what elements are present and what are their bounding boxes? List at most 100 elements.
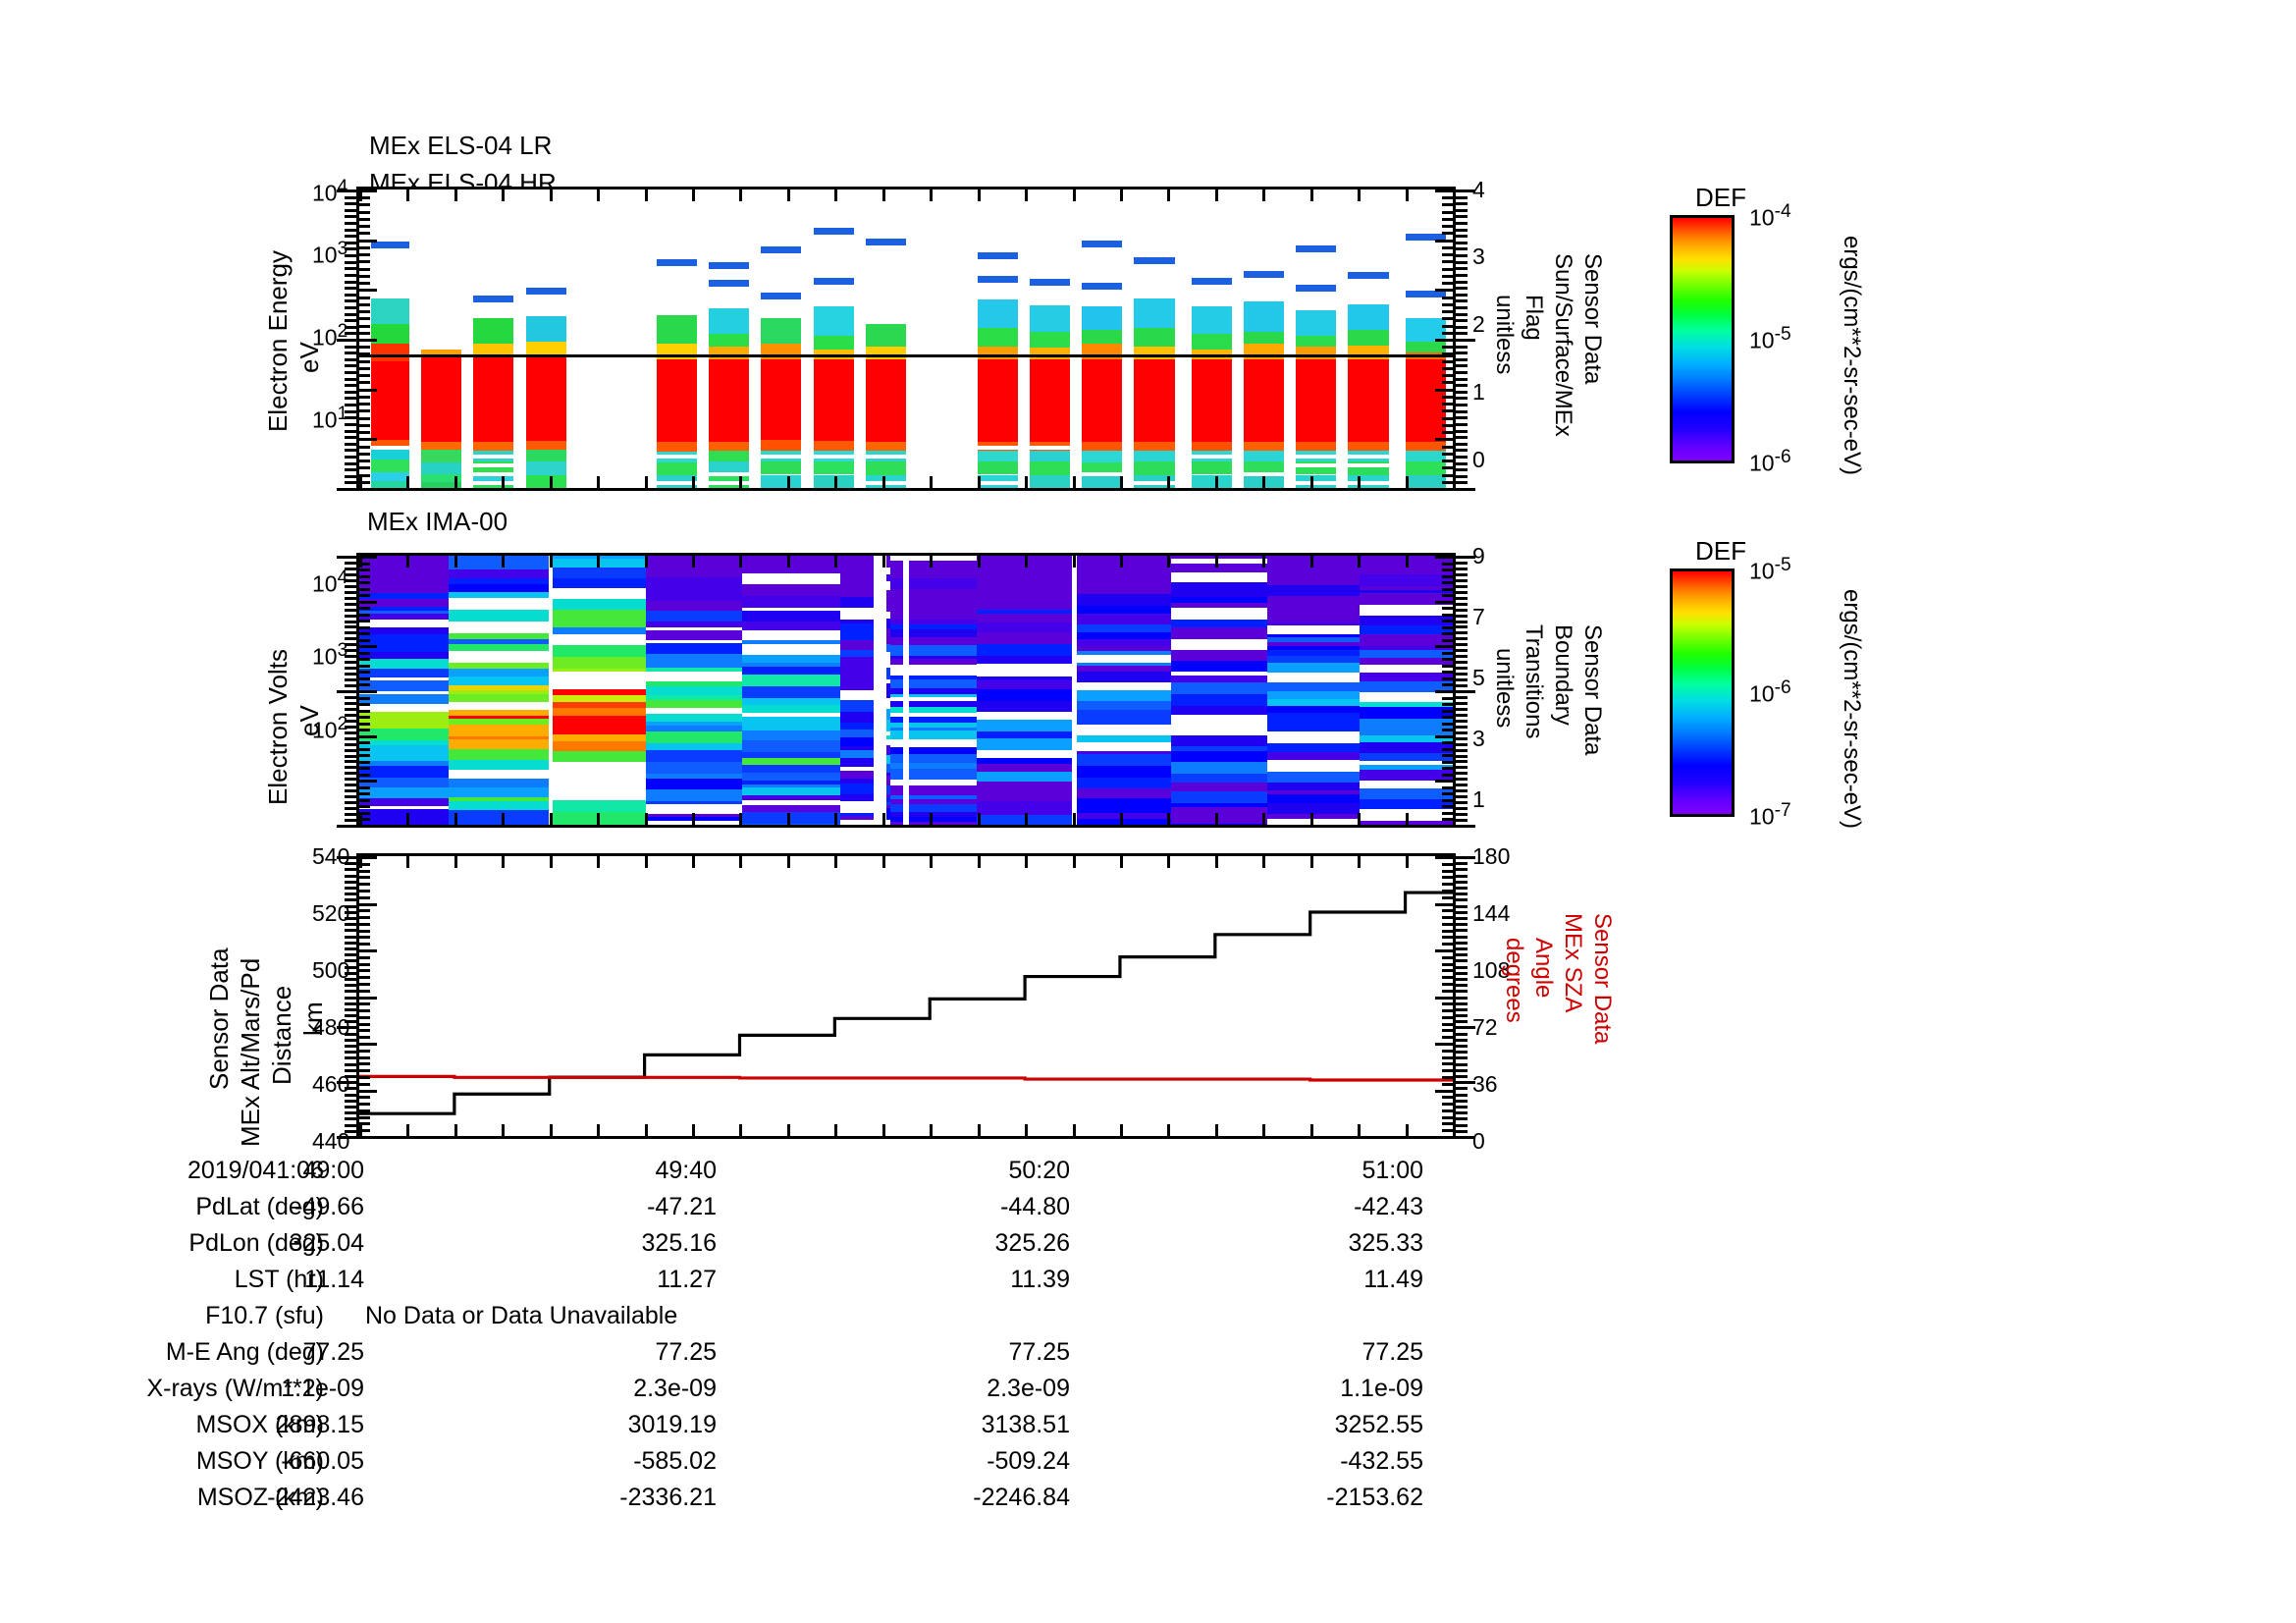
- ytick-left: [359, 310, 370, 313]
- xtick-bottom: [1215, 476, 1218, 488]
- ytick-outer-right: [1456, 352, 1468, 354]
- els-rtick-0: 0: [1472, 447, 1485, 473]
- ima-band: [977, 720, 1075, 731]
- table-cell: -432.55: [0, 1447, 1423, 1476]
- ytick-outer-right: [1456, 371, 1468, 374]
- ytick-outer-right: [1456, 947, 1468, 950]
- ytick-right: [1442, 710, 1453, 713]
- ytick-outer-left: [337, 339, 356, 342]
- ytick-outer-right: [1456, 760, 1468, 763]
- ytick-left: [359, 963, 370, 966]
- ytick-outer-right: [1456, 585, 1468, 588]
- els-band: [657, 442, 697, 453]
- sza-raxis-label-2: MEx SZA: [1559, 913, 1586, 1060]
- ytick-left: [359, 786, 370, 789]
- ytick-outer-right: [1456, 603, 1468, 606]
- ima-band: [646, 659, 742, 668]
- ima-band: [1171, 694, 1267, 706]
- xtick-bottom: [406, 813, 409, 825]
- els-band: [978, 451, 1018, 461]
- xtick-top: [597, 556, 600, 568]
- ima-band: [1171, 706, 1267, 715]
- ytick-outer-left: [345, 875, 356, 878]
- ytick-outer-right: [1456, 475, 1468, 478]
- els-band: [866, 461, 906, 476]
- els-band: [1030, 279, 1070, 286]
- xtick-top: [1167, 556, 1170, 568]
- els-band: [1134, 451, 1174, 460]
- ytick-outer-right: [1456, 893, 1468, 895]
- altitude-sza-panel[interactable]: [356, 853, 1456, 1139]
- ytick-outer-right: [1456, 1094, 1468, 1097]
- ytick-outer-left: [345, 475, 356, 478]
- ima-spectrogram-panel[interactable]: [356, 553, 1456, 828]
- ima-band: [449, 694, 551, 702]
- els-ytick-1e2: 102: [312, 321, 347, 352]
- els-band: [1296, 285, 1336, 292]
- ytick-right: [1442, 1029, 1453, 1032]
- ytick-right: [1442, 581, 1453, 584]
- els-spectrogram-panel[interactable]: [356, 187, 1456, 491]
- ytick-left: [359, 601, 377, 604]
- ima-band: [742, 824, 840, 828]
- ytick-outer-right: [1456, 364, 1468, 367]
- els-band: [1296, 310, 1336, 336]
- ytick-outer-left: [345, 573, 356, 576]
- ytick-outer-left: [345, 637, 356, 640]
- xtick-top: [1310, 189, 1313, 201]
- ima-band: [742, 611, 840, 622]
- ytick-right: [1442, 1002, 1453, 1005]
- xtick-top: [834, 856, 837, 868]
- ytick-outer-left: [345, 760, 356, 763]
- ytick-outer-left: [345, 261, 356, 264]
- els-band: [761, 318, 801, 344]
- ytick-outer-left: [345, 1033, 356, 1036]
- els-column: [1348, 189, 1388, 488]
- els-band: [1082, 330, 1122, 344]
- ytick-outer-left: [345, 997, 356, 1000]
- ytick-left: [359, 792, 370, 795]
- ytick-outer-left: [345, 1130, 356, 1133]
- ima-band: [551, 627, 646, 634]
- ytick-left: [359, 626, 370, 629]
- els-band: [761, 440, 801, 451]
- ytick-right: [1442, 260, 1453, 263]
- ytick-left: [359, 1109, 370, 1112]
- xtick-top: [1406, 856, 1409, 868]
- ima-band: [742, 758, 840, 765]
- xtick-bottom: [645, 1124, 648, 1136]
- ytick-outer-right: [1456, 997, 1468, 1000]
- ytick-left: [359, 716, 370, 719]
- ytick-left: [359, 563, 370, 566]
- ima-band: [1360, 658, 1453, 665]
- xtick-bottom: [550, 813, 553, 825]
- ytick-right: [1442, 767, 1453, 770]
- els-gap: [1348, 481, 1388, 485]
- ytick-right: [1442, 563, 1453, 566]
- xtick-bottom: [978, 813, 981, 825]
- ytick-outer-right: [1456, 649, 1468, 652]
- ytick-left: [359, 812, 370, 815]
- ima-band: [1360, 616, 1453, 625]
- ytick-left: [359, 488, 377, 491]
- els-band: [1082, 451, 1122, 462]
- ytick-outer-right: [1456, 384, 1468, 387]
- els-column: [761, 189, 801, 488]
- els-band: [421, 450, 461, 462]
- ytick-outer-left: [345, 743, 356, 746]
- ytick-left: [359, 780, 377, 783]
- xtick-bottom: [406, 476, 409, 488]
- ytick-left: [359, 1129, 370, 1132]
- ytick-outer-left: [345, 468, 356, 471]
- els-band: [526, 461, 566, 476]
- ytick-outer-left: [345, 772, 356, 775]
- xtick-bottom: [882, 813, 885, 825]
- ytick-right: [1442, 268, 1453, 271]
- ima-band: [1267, 772, 1361, 783]
- ytick-outer-left: [337, 1026, 356, 1029]
- xtick-top: [550, 556, 553, 568]
- ytick-left: [359, 890, 370, 893]
- ima-rtick-5: 5: [1472, 665, 1485, 691]
- ima-band: [551, 657, 646, 669]
- ima-band: [977, 750, 1075, 758]
